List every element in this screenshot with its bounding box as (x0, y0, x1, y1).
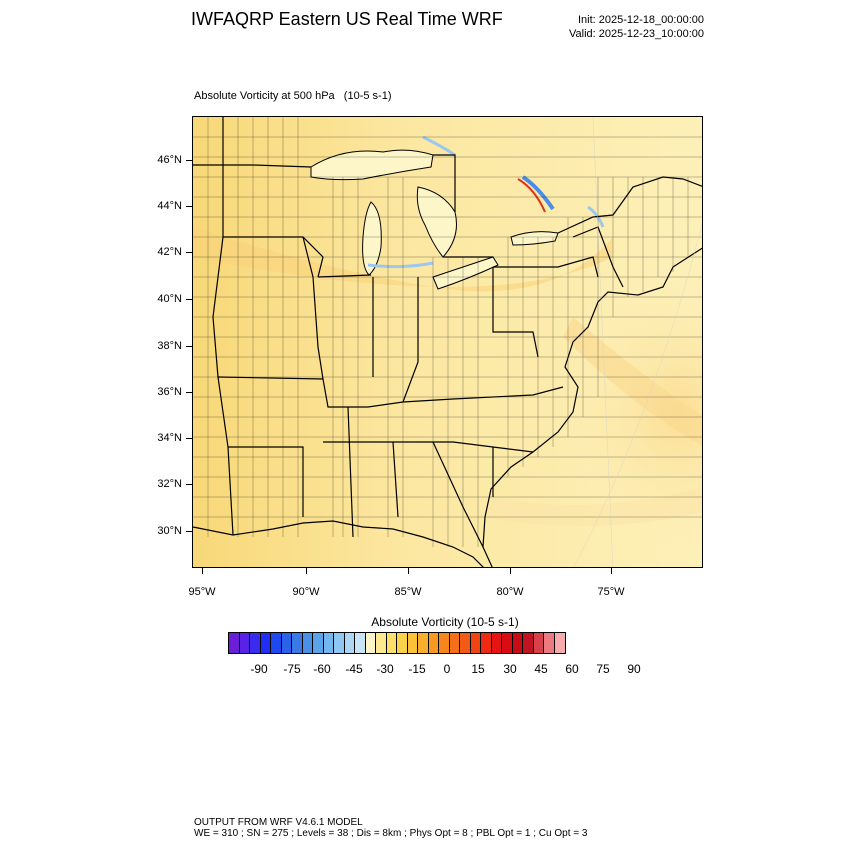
colorbar-box (407, 633, 418, 653)
lat-tick (186, 531, 192, 532)
negative-vorticity-streak (587, 205, 605, 228)
colorbar-box (355, 633, 366, 653)
county-lines (193, 117, 702, 547)
lat-label-34: 34°N (157, 432, 182, 444)
colorbar-label: -30 (376, 662, 394, 676)
lat-label-36: 36°N (157, 386, 182, 398)
lat-label-38: 38°N (157, 340, 182, 352)
field-label: Absolute Vorticity at 500 hPa (10-5 s-1) (194, 90, 392, 102)
colorbar-box (502, 633, 513, 653)
lat-label-46: 46°N (157, 154, 182, 166)
lon-label-85: 85°W (394, 586, 422, 598)
run-info: Init: 2025-12-18_00:00:00 Valid: 2025-12… (569, 13, 704, 41)
colorbar-label: -45 (345, 662, 363, 676)
colorbar-box (449, 633, 460, 653)
colorbar-box (260, 633, 271, 653)
colorbar-box (470, 633, 481, 653)
vorticity-band (193, 227, 613, 292)
lon-tick (510, 568, 511, 574)
colorbar-box (313, 633, 324, 653)
colorbar-box (292, 633, 303, 653)
vorticity-band (483, 487, 702, 526)
colorbar-box (239, 633, 250, 653)
lon-tick (611, 568, 612, 574)
negative-vorticity-streak (422, 135, 456, 157)
colorbar-box (323, 633, 334, 653)
colorbar-box (344, 633, 355, 653)
colorbar-label: 90 (627, 662, 641, 676)
colorbar-box (229, 633, 240, 653)
lat-label-40: 40°N (157, 293, 182, 305)
lat-label-32: 32°N (157, 478, 182, 490)
lat-tick (186, 252, 192, 253)
colorbar-label: 30 (503, 662, 517, 676)
lon-tick (306, 568, 307, 574)
colorbar-box (428, 633, 439, 653)
gulf-coastline (193, 520, 484, 567)
positive-vorticity-streak (517, 178, 546, 213)
colorbar-label: -75 (283, 662, 301, 676)
colorbar-box (281, 633, 292, 653)
colorbar-box (481, 633, 492, 653)
lat-tick (186, 299, 192, 300)
lat-label-44: 44°N (157, 200, 182, 212)
model-config: WE = 310 ; SN = 275 ; Levels = 38 ; Dis … (194, 828, 588, 839)
plot-title: IWFAQRP Eastern US Real Time WRF (191, 9, 503, 29)
lon-label-80: 80°W (496, 586, 524, 598)
colorbar (228, 632, 566, 654)
negative-vorticity-streak (521, 175, 555, 211)
negative-vorticity-streak (367, 261, 434, 269)
lon-tick (202, 568, 203, 574)
lat-tick (186, 160, 192, 161)
colorbar-box (460, 633, 471, 653)
colorbar-box (554, 633, 565, 653)
lat-label-30: 30°N (157, 525, 182, 537)
colorbar-box (533, 633, 544, 653)
lake-ontario (510, 231, 559, 246)
colorbar-box (334, 633, 345, 653)
lat-tick (186, 346, 192, 347)
lon-label-90: 90°W (292, 586, 320, 598)
colorbar-box (439, 633, 450, 653)
init-time: Init: 2025-12-18_00:00:00 (578, 14, 704, 26)
lat-label-42: 42°N (157, 246, 182, 258)
colorbar-label: -60 (313, 662, 331, 676)
map-canvas (193, 117, 702, 567)
colorbar-label: -15 (408, 662, 426, 676)
colorbar-box (250, 633, 261, 653)
colorbar-box (512, 633, 523, 653)
lake-superior (310, 149, 434, 181)
colorbar-box (544, 633, 555, 653)
colorbar-box (523, 633, 534, 653)
colorbar-box (365, 633, 376, 653)
lat-tick (186, 206, 192, 207)
colorbar-box (271, 633, 282, 653)
model-version: OUTPUT FROM WRF V4.6.1 MODEL (194, 817, 363, 828)
colorbar-box (491, 633, 502, 653)
graticule (573, 117, 702, 567)
lake-erie (432, 256, 499, 290)
colorbar-box (386, 633, 397, 653)
colorbar-label: 45 (534, 662, 548, 676)
colorbar-box (376, 633, 387, 653)
colorbar-label: 60 (565, 662, 579, 676)
colorbar-label: 15 (471, 662, 485, 676)
colorbar-label: 0 (443, 662, 451, 676)
lat-tick (186, 392, 192, 393)
model-info-footer: OUTPUT FROM WRF V4.6.1 MODEL WE = 310 ; … (194, 817, 587, 839)
lat-tick (186, 484, 192, 485)
colorbar-title: Absolute Vorticity (10-5 s-1) (371, 615, 519, 629)
colorbar-box (302, 633, 313, 653)
lon-tick (408, 568, 409, 574)
vorticity-map (192, 116, 703, 568)
colorbar-label: -90 (250, 662, 268, 676)
vorticity-band (563, 317, 702, 446)
colorbar-box (397, 633, 408, 653)
colorbar-box (418, 633, 429, 653)
valid-time: Valid: 2025-12-23_10:00:00 (569, 28, 704, 40)
lon-label-75: 75°W (597, 586, 625, 598)
lon-label-95: 95°W (188, 586, 216, 598)
colorbar-label: 75 (596, 662, 610, 676)
lat-tick (186, 438, 192, 439)
